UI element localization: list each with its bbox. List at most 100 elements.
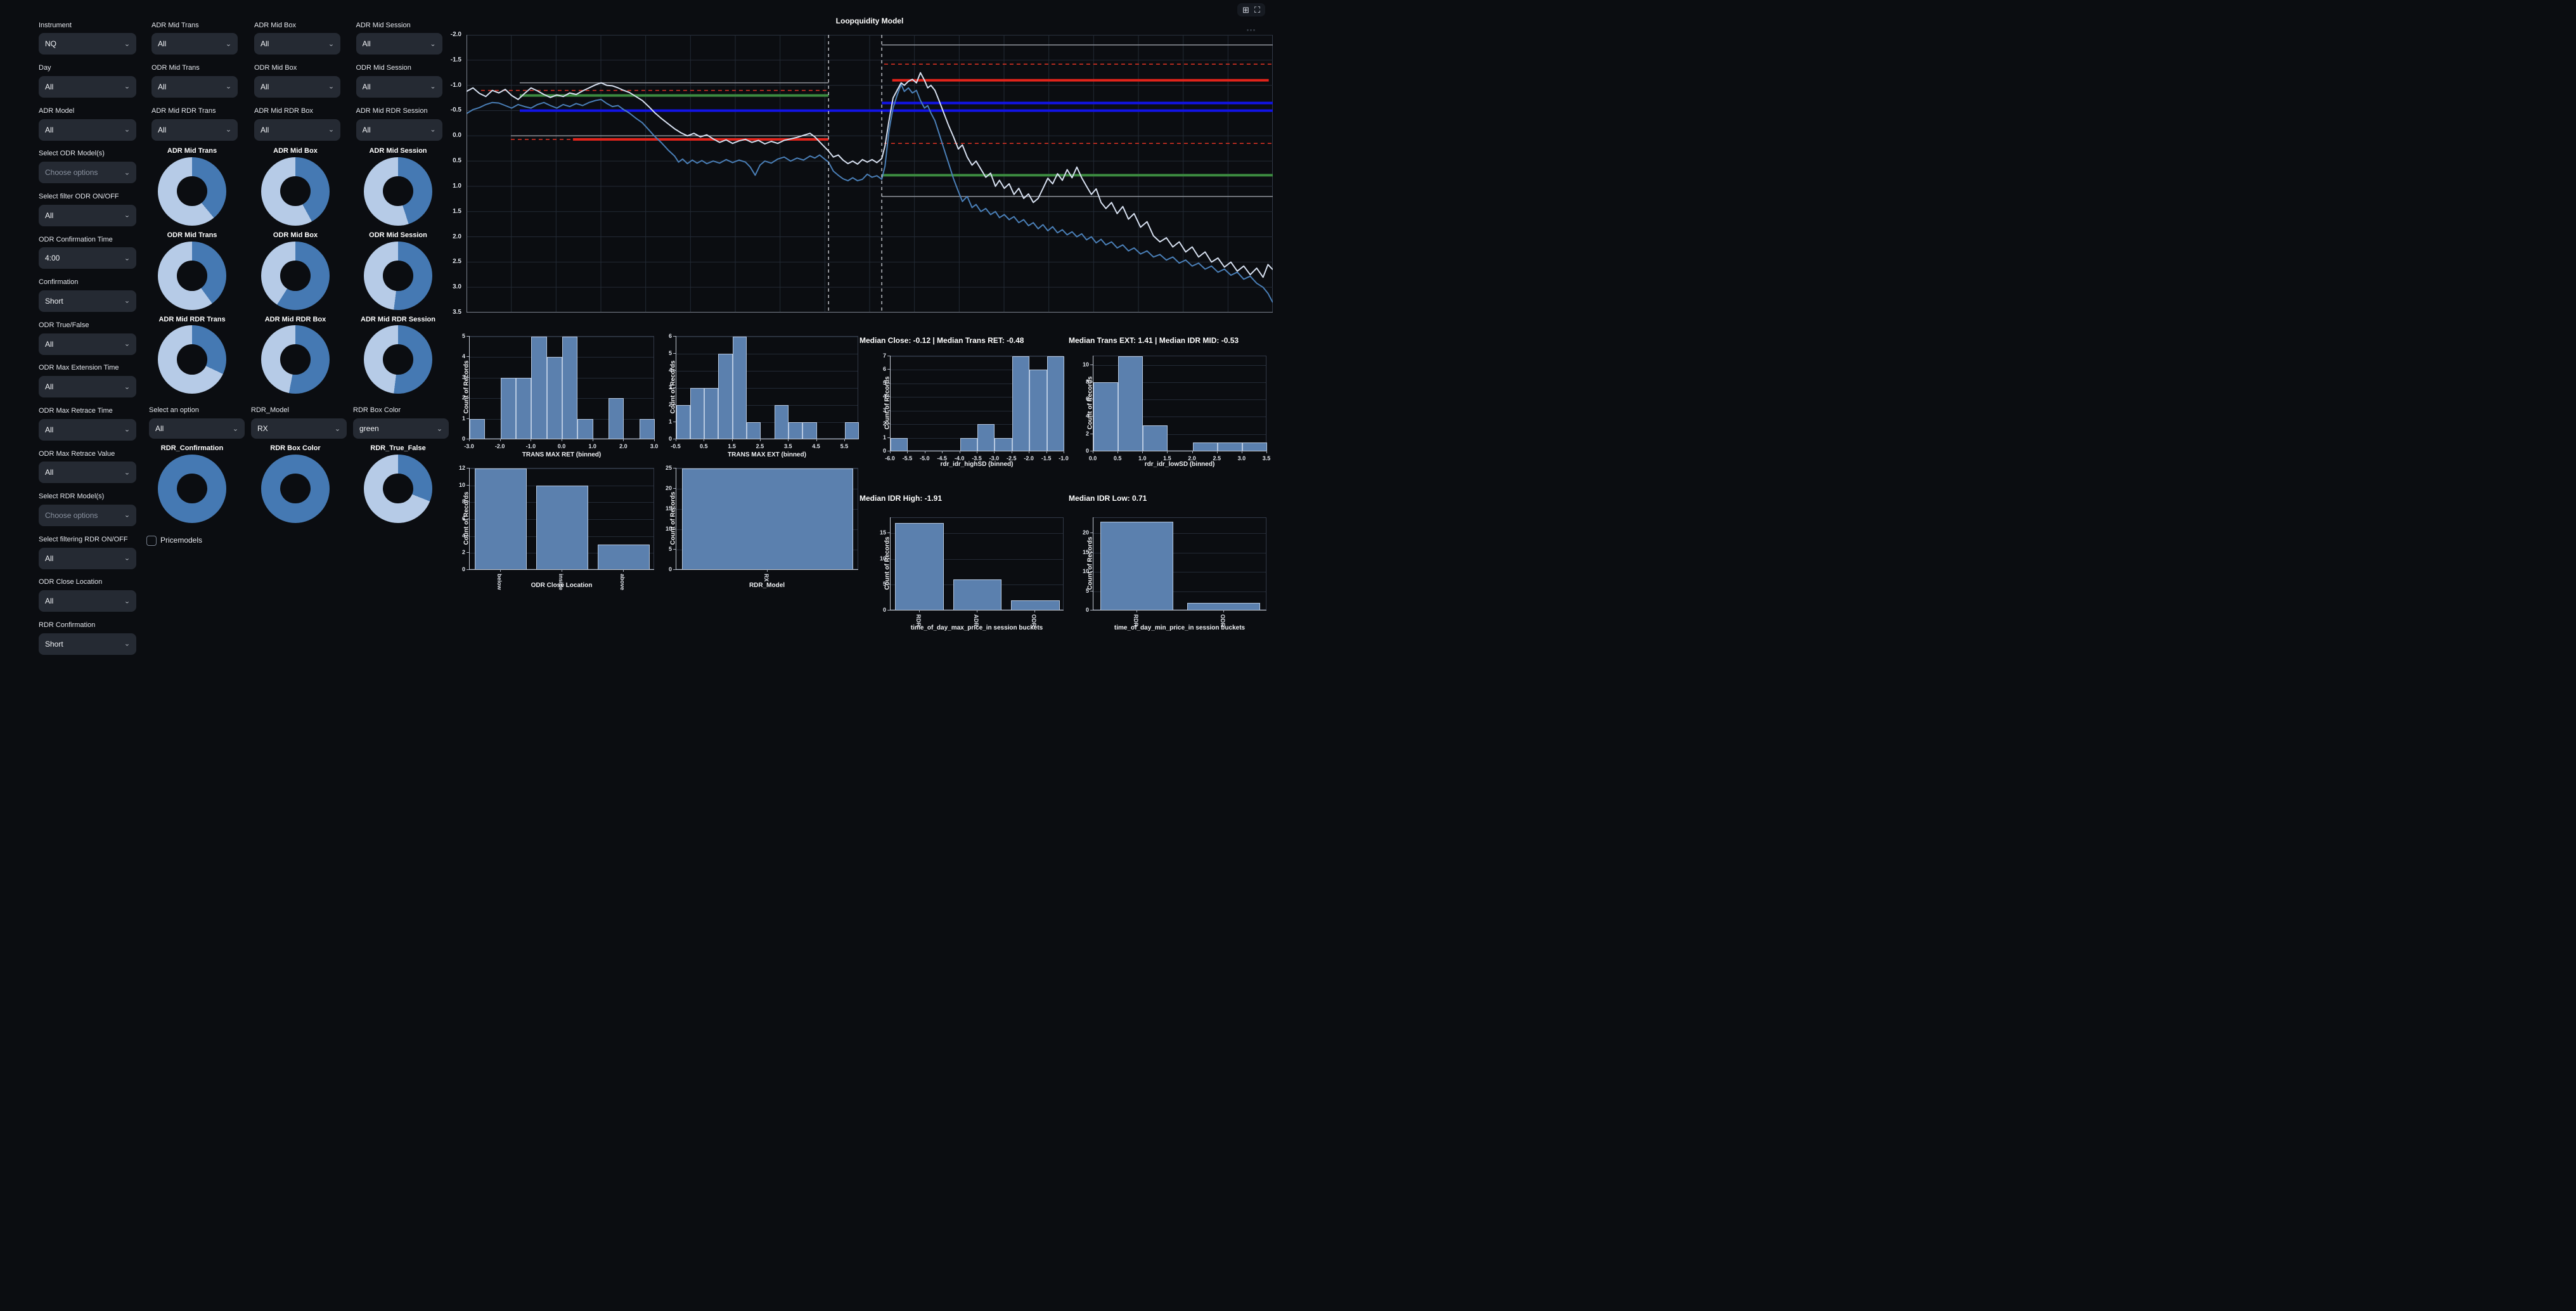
- gridline: [891, 356, 1063, 357]
- hist-trans-max-ext-plot: [676, 336, 859, 439]
- hist-tod-min-price-ytick: 0: [1085, 607, 1089, 613]
- filter-select-an-option-value: All: [155, 424, 164, 433]
- filter-select-an-option[interactable]: All ⌄: [149, 418, 245, 439]
- pricemodels-checkbox[interactable]: [146, 536, 157, 546]
- filter-rdr-box-color[interactable]: green ⌄: [353, 418, 449, 439]
- filter-adr-mid-rdr-session[interactable]: All ⌄: [356, 119, 442, 141]
- filter-adr-mid-trans[interactable]: All ⌄: [151, 33, 238, 55]
- filter-adr-mid-session[interactable]: All ⌄: [356, 33, 442, 55]
- chevron-down-icon: ⌄: [225, 41, 231, 48]
- tick: [673, 488, 676, 489]
- hist-trans-max-ret-xtick: 3.0: [650, 443, 659, 449]
- gridline: [676, 405, 858, 406]
- hist-odr-close-location-ytick: 0: [461, 566, 465, 572]
- fullscreen-icon[interactable]: ⛶: [1254, 5, 1261, 15]
- filter-odr-true-false[interactable]: All ⌄: [39, 333, 136, 355]
- filter-odr-max-retrace-value[interactable]: All ⌄: [39, 462, 136, 484]
- main-chart-ytick: 3.0: [453, 283, 461, 291]
- filter-adr-mid-rdr-box[interactable]: All ⌄: [254, 119, 340, 141]
- filter-instrument-label: Instrument: [39, 21, 72, 29]
- main-chart-title: Loopquidity Model: [835, 16, 904, 25]
- filter-adr-model[interactable]: All ⌄: [39, 119, 136, 141]
- filter-adr-mid-box[interactable]: All ⌄: [254, 33, 340, 55]
- filter-select-filter-odr-on-off-label: Select filter ODR ON/OFF: [39, 192, 119, 200]
- filter-select-rdr-model-s-[interactable]: Choose options ⌄: [39, 504, 136, 526]
- filter-adr-mid-rdr-trans[interactable]: All ⌄: [151, 119, 238, 141]
- hist-odr-close-location-xlabel: ODR Close Location: [531, 582, 593, 589]
- chart-menu-icon[interactable]: ⋯: [1246, 25, 1256, 36]
- hist-tod-min-price-ylabel: Count of Records: [1086, 536, 1094, 590]
- hist-trans-max-ret-ytick: 1: [461, 415, 465, 422]
- hist-trans-max-ext-bar: [802, 422, 817, 439]
- filter-odr-max-extension-time[interactable]: All ⌄: [39, 376, 136, 398]
- hist-rdr-idr-highsd-plot: [890, 356, 1064, 451]
- tick: [907, 451, 908, 453]
- hist-trans-max-ext-xtick: -0.5: [671, 443, 681, 449]
- hist-rdr-idr-lowsd-ytick: 10: [1082, 361, 1089, 368]
- hist-rdr-idr-highsd-bar: [891, 437, 908, 451]
- hist-trans-max-ext-xtick: 4.5: [812, 443, 820, 449]
- filter-select-filtering-rdr-on-off[interactable]: All ⌄: [39, 547, 136, 569]
- hist-rdr-idr-highsd-bar: [1029, 370, 1047, 451]
- filter-select-filter-odr-on-off-value: All: [45, 210, 54, 220]
- hist-trans-max-ext-ytick: 6: [668, 333, 672, 339]
- hist-trans-max-ext-bar: [732, 337, 747, 439]
- filter-rdr-confirmation[interactable]: Short ⌄: [39, 633, 136, 655]
- hist-odr-close-location-bar: [598, 545, 650, 570]
- chevron-down-icon: ⌄: [430, 84, 436, 91]
- filter-odr-max-retrace-value-value: All: [45, 468, 54, 477]
- hist-tod-max-price-bar: [953, 579, 1002, 610]
- filter-instrument[interactable]: NQ ⌄: [39, 33, 136, 55]
- hist-rdr-model-ylabel: Count of Records: [669, 491, 677, 545]
- filter-odr-mid-box[interactable]: All ⌄: [254, 75, 340, 98]
- hist-tod-max-price-ytick: 10: [879, 555, 886, 562]
- filter-select-filter-odr-on-off[interactable]: All ⌄: [39, 204, 136, 226]
- tick: [499, 439, 501, 441]
- hist-rdr-idr-highsd-xtick: -3.5: [972, 455, 982, 462]
- tick: [623, 569, 624, 572]
- donut-chart-rdr-true-false: [364, 454, 432, 523]
- hist-rdr-idr-highsd-title: Median Close: -0.12 | Median Trans RET: …: [860, 336, 1024, 345]
- filter-odr-mid-session[interactable]: All ⌄: [356, 75, 442, 98]
- hist-odr-close-location-ytick: 8: [461, 498, 465, 505]
- gridline: [1093, 365, 1266, 366]
- chevron-down-icon: ⌄: [124, 255, 130, 262]
- hist-rdr-model-ytick: 20: [665, 485, 672, 491]
- main-chart-ytick: 2.5: [453, 258, 461, 266]
- hist-trans-max-ext-ytick: 5: [668, 350, 672, 356]
- filter-select-an-option-label: Select an option: [149, 406, 199, 414]
- filter-odr-confirmation-time-value: 4:00: [45, 254, 60, 263]
- filter-select-odr-model-s--label: Select ODR Model(s): [39, 150, 105, 158]
- hist-rdr-idr-highsd-xtick: -5.5: [902, 455, 913, 462]
- y-axis-line: [890, 517, 891, 610]
- main-chart-ytick: -2.0: [450, 31, 461, 38]
- filter-odr-max-retrace-time[interactable]: All ⌄: [39, 418, 136, 441]
- hist-rdr-idr-highsd-bar: [977, 424, 995, 451]
- donut-chart-odr-mid-session: [364, 241, 432, 310]
- filter-odr-confirmation-time-label: ODR Confirmation Time: [39, 235, 113, 243]
- chevron-down-icon: ⌄: [124, 384, 130, 391]
- chevron-down-icon: ⌄: [328, 127, 334, 133]
- filter-odr-mid-trans[interactable]: All ⌄: [151, 75, 238, 98]
- hist-rdr-idr-lowsd-bar: [1192, 442, 1218, 451]
- donut-title-adr-mid-rdr-trans: ADR Mid RDR Trans: [158, 316, 226, 323]
- filter-odr-confirmation-time[interactable]: 4:00 ⌄: [39, 247, 136, 269]
- filter-rdr-model[interactable]: RX ⌄: [251, 418, 347, 439]
- filter-select-odr-model-s-[interactable]: Choose options ⌄: [39, 162, 136, 184]
- tick: [788, 439, 789, 441]
- hist-tod-max-price-ytick: 15: [879, 529, 886, 536]
- filter-odr-close-location[interactable]: All ⌄: [39, 590, 136, 612]
- hist-tod-min-price-ytick: 5: [1085, 587, 1089, 594]
- hist-rdr-idr-highsd-xtick: -4.5: [937, 455, 947, 462]
- hist-odr-close-location-ytick: 10: [458, 481, 465, 488]
- hist-rdr-idr-highsd-bar: [1012, 356, 1030, 451]
- table-icon[interactable]: ⊞: [1242, 5, 1249, 15]
- tick: [767, 569, 768, 572]
- hist-rdr-model-ytick: 25: [665, 465, 672, 471]
- hist-rdr-idr-lowsd-ytick: 6: [1085, 396, 1089, 403]
- donut-title-adr-mid-rdr-session: ADR Mid RDR Session: [361, 316, 435, 323]
- filter-confirmation[interactable]: Short ⌄: [39, 290, 136, 312]
- chevron-down-icon: ⌄: [124, 169, 130, 176]
- filter-day[interactable]: All ⌄: [39, 75, 136, 98]
- hist-tod-max-price-xlabel: time_of_day_max_price_in session buckets: [910, 624, 1043, 631]
